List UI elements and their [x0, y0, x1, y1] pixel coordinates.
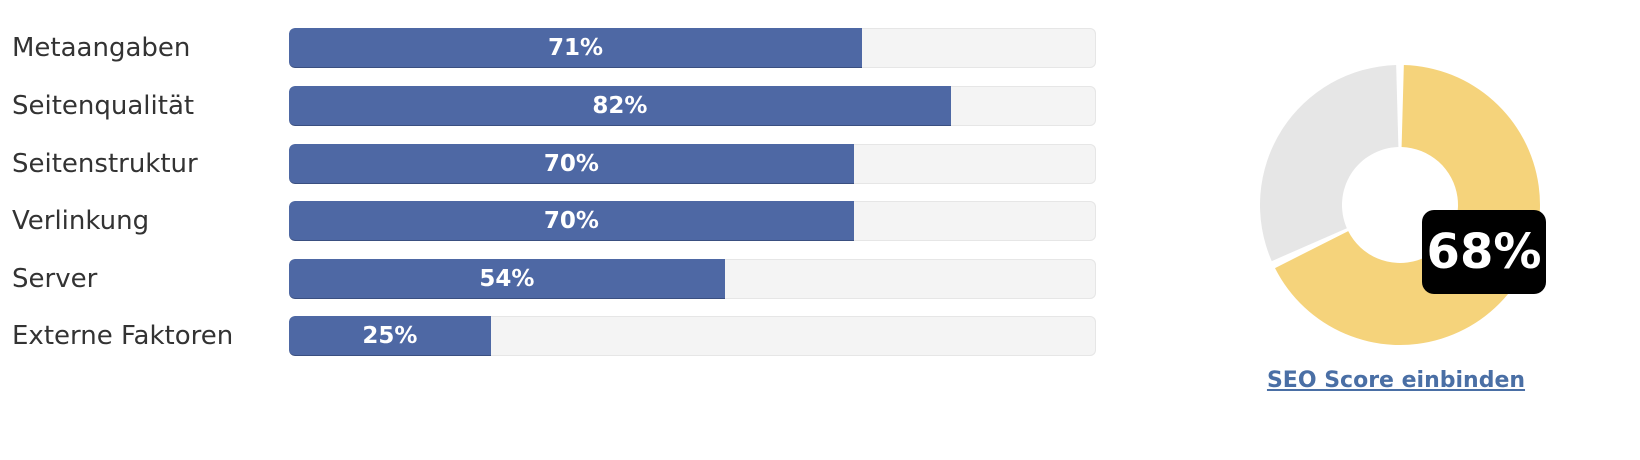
seo-score-donut: [1240, 45, 1560, 365]
metric-row-seitenstruktur: Seitenstruktur 70%: [0, 144, 1100, 184]
metric-label: Verlinkung: [12, 206, 150, 236]
progress-fill: 70%: [289, 201, 854, 241]
progress-value: 54%: [479, 266, 535, 292]
progress-value: 82%: [592, 93, 648, 119]
progress-track: 25%: [289, 316, 1096, 356]
metric-row-seitenqualitaet: Seitenqualität 82%: [0, 86, 1100, 126]
progress-fill: 71%: [289, 28, 862, 68]
progress-value: 70%: [543, 208, 599, 234]
embed-seo-score-link[interactable]: SEO Score einbinden: [1266, 368, 1526, 393]
metric-row-externe-faktoren: Externe Faktoren 25%: [0, 316, 1100, 356]
progress-track: 71%: [289, 28, 1096, 68]
progress-track: 70%: [289, 201, 1096, 241]
donut-chart: [1260, 65, 1540, 346]
progress-fill: 25%: [289, 316, 491, 356]
metric-label: Externe Faktoren: [12, 321, 234, 351]
progress-track: 70%: [289, 144, 1096, 184]
progress-fill: 70%: [289, 144, 854, 184]
progress-value: 70%: [543, 151, 599, 177]
progress-track: 54%: [289, 259, 1096, 299]
progress-fill: 54%: [289, 259, 725, 299]
progress-value: 71%: [547, 35, 604, 61]
metric-label: Metaangaben: [12, 33, 191, 63]
metric-label: Server: [12, 264, 98, 294]
metric-row-verlinkung: Verlinkung 70%: [0, 201, 1100, 241]
metric-row-metaangaben: Metaangaben 71%: [0, 28, 1100, 68]
seo-score-badge: 68%: [1422, 210, 1546, 294]
donut-segment-remaining: [1260, 65, 1399, 262]
progress-value: 25%: [362, 323, 418, 349]
progress-track: 82%: [289, 86, 1096, 126]
progress-fill: 82%: [289, 86, 951, 126]
metric-row-server: Server 54%: [0, 259, 1100, 299]
metric-label: Seitenstruktur: [12, 149, 198, 179]
metric-label: Seitenqualität: [12, 91, 195, 121]
